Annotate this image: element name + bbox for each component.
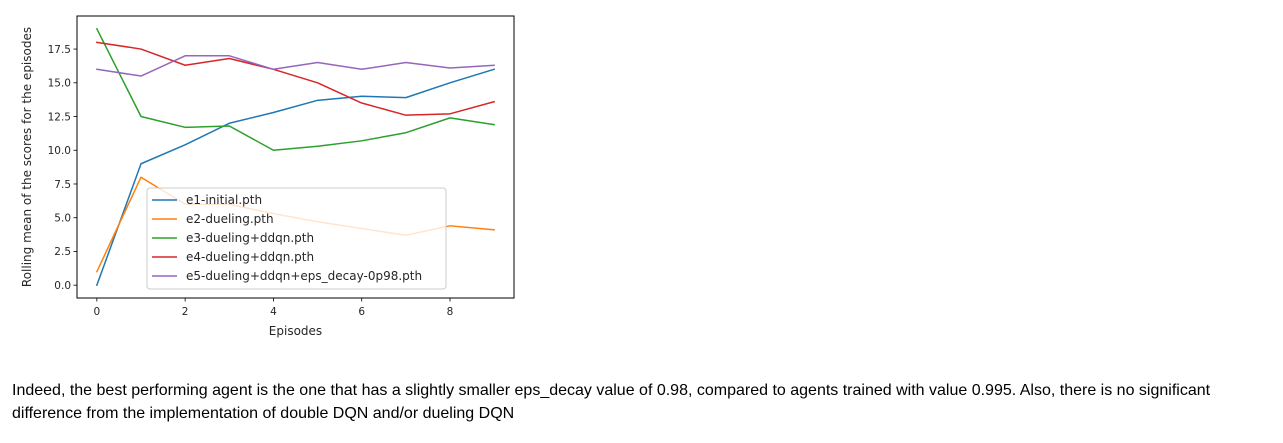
x-tick-label: 0 [94,306,101,318]
y-axis: 0.0 2.5 5.0 7.5 10.0 12.5 15.0 17.5 [48,44,77,292]
y-tick-label: 10.0 [48,145,71,157]
x-tick-label: 8 [447,306,454,318]
y-tick-label: 5.0 [54,213,71,225]
x-tick-label: 2 [182,306,189,318]
chart-figure: 0 2 4 6 8 0.0 2.5 5.0 7.5 10.0 12.5 15.0 17.5 Episo… [20,15,515,338]
legend: e1-initial.pth e2-dueling.pth e3-dueling+d… [146,187,447,290]
x-tick-label: 4 [270,306,277,318]
legend-label-2: e2-dueling.pth [186,212,274,226]
y-tick-label: 12.5 [48,111,71,123]
x-axis-label: Episodes [269,324,322,338]
series-line-4 [96,41,496,116]
legend-box [146,187,447,290]
legend-label-1: e1-initial.pth [186,193,262,207]
series-line-1 [95,68,496,287]
x-tick-label: 6 [358,306,365,318]
x-axis: 0 2 4 6 8 [94,298,454,318]
y-tick-label: 17.5 [48,44,71,56]
legend-label-5: e5-dueling+ddqn+eps_decay-0p98.pth [186,269,422,283]
y-tick-label: 0.0 [54,280,71,292]
series-line-3 [95,27,495,151]
legend-label-3: e3-dueling+ddqn.pth [186,231,314,245]
y-tick-label: 7.5 [54,179,71,191]
plot-frame [76,15,515,299]
legend-label-4: e4-dueling+ddqn.pth [186,250,314,264]
caption-paragraph: Indeed, the best performing agent is the… [12,382,1211,422]
y-tick-label: 15.0 [48,78,71,90]
y-tick-label: 2.5 [54,246,71,258]
y-axis-label: Rolling mean of the scores for the episo… [20,27,34,287]
series-line-5 [96,55,495,77]
